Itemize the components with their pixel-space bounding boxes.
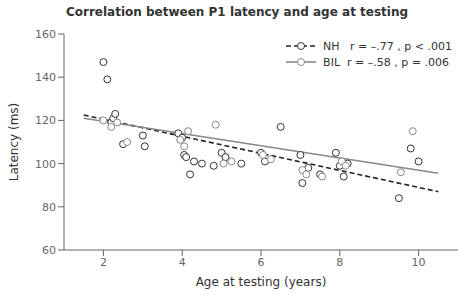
svg-text:120: 120 — [35, 114, 56, 127]
svg-text:6: 6 — [258, 256, 265, 269]
svg-text:Latency (ms): Latency (ms) — [8, 103, 21, 182]
svg-text:8: 8 — [336, 256, 343, 269]
svg-text:60: 60 — [42, 244, 56, 257]
svg-text:160: 160 — [35, 28, 56, 41]
svg-text:4: 4 — [179, 256, 186, 269]
svg-text:Age at testing (years): Age at testing (years) — [196, 275, 327, 289]
svg-text:140: 140 — [35, 71, 56, 84]
html-text:Correlation between P1 latency: Correlation between P1 latency and age a… — [66, 5, 408, 19]
svg-text:10: 10 — [412, 256, 426, 269]
svg-text:2: 2 — [100, 256, 107, 269]
html-text:NH r = –.77 , p < .001: NH r = –.77 , p < .001 — [323, 39, 452, 53]
svg-text:100: 100 — [35, 158, 56, 171]
svg-text:80: 80 — [42, 201, 56, 214]
html-text:BIL r = –.58 , p = .006: BIL r = –.58 , p = .006 — [323, 55, 449, 69]
